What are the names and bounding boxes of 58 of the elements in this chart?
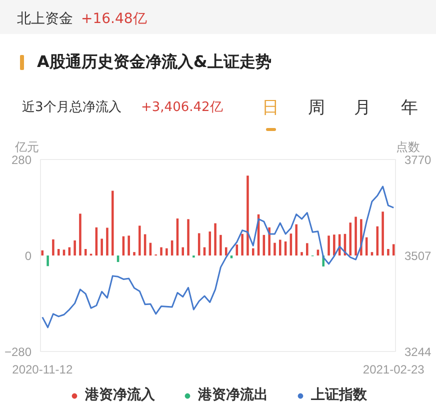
bar bbox=[354, 216, 357, 256]
chart-title: A股通历史资金净流入&上证走势 bbox=[37, 51, 272, 73]
bar bbox=[274, 242, 276, 256]
bar bbox=[187, 219, 190, 256]
bar bbox=[62, 250, 66, 256]
text: 北上资金 bbox=[17, 10, 73, 29]
bar bbox=[46, 256, 49, 266]
bar bbox=[160, 247, 162, 256]
bar bbox=[166, 248, 168, 256]
bar bbox=[100, 238, 103, 256]
y2-axis-title: 点数 bbox=[396, 139, 420, 156]
bar bbox=[370, 252, 374, 256]
text: +3,406.42亿 bbox=[141, 99, 223, 117]
bar bbox=[106, 228, 108, 256]
legend-label: 上证指数 bbox=[311, 386, 367, 404]
bar bbox=[279, 240, 282, 256]
x-tick-label: 2020-11-12 bbox=[12, 362, 73, 376]
text: 年 bbox=[401, 97, 418, 120]
y-tick-label: −280 bbox=[4, 345, 32, 359]
line-series bbox=[42, 186, 394, 328]
legend-label: 港资净流出 bbox=[198, 386, 268, 404]
bar bbox=[349, 222, 352, 256]
y-axis-title: 亿元 bbox=[15, 139, 39, 156]
x-tick-label: 2021-02-23 bbox=[362, 362, 425, 376]
bar bbox=[316, 250, 320, 256]
y2-tick-label: 3770 bbox=[404, 153, 432, 167]
bar bbox=[328, 236, 330, 256]
text: 日 bbox=[262, 97, 279, 120]
bar bbox=[182, 247, 184, 256]
bar bbox=[133, 252, 136, 256]
text: 周 bbox=[308, 97, 325, 120]
bar bbox=[333, 234, 336, 256]
bar bbox=[295, 224, 298, 256]
text: +16.48亿 bbox=[81, 10, 147, 29]
bar bbox=[214, 223, 216, 256]
bar bbox=[246, 176, 249, 256]
bar bbox=[268, 227, 270, 256]
bar bbox=[52, 239, 54, 256]
bar bbox=[128, 236, 130, 256]
bar bbox=[387, 248, 390, 256]
y2-tick-label: 3244 bbox=[404, 345, 432, 359]
bar bbox=[79, 214, 82, 256]
bar bbox=[252, 248, 254, 256]
text: 近3个月总净流入 bbox=[22, 99, 122, 117]
bar bbox=[138, 226, 141, 256]
bar bbox=[241, 234, 244, 256]
bar bbox=[84, 248, 87, 256]
y-tick-label: 280 bbox=[11, 153, 32, 167]
legend-label: 港资净流入 bbox=[85, 386, 155, 404]
text: 月 bbox=[354, 97, 371, 120]
bar bbox=[382, 212, 384, 256]
bar bbox=[112, 190, 114, 256]
bar bbox=[220, 234, 222, 256]
bar bbox=[300, 252, 303, 256]
bar bbox=[306, 243, 308, 256]
bar bbox=[74, 240, 76, 256]
y-tick-label: 0 bbox=[24, 249, 32, 263]
y2-tick-label: 3507 bbox=[404, 249, 432, 263]
